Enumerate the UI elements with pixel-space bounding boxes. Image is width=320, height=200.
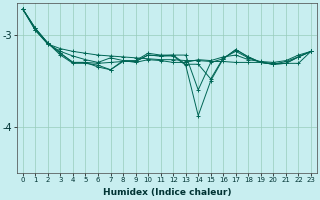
X-axis label: Humidex (Indice chaleur): Humidex (Indice chaleur) — [103, 188, 231, 197]
